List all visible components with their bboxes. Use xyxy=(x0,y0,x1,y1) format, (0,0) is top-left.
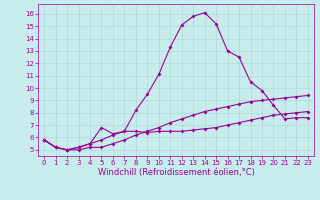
X-axis label: Windchill (Refroidissement éolien,°C): Windchill (Refroidissement éolien,°C) xyxy=(98,168,254,177)
